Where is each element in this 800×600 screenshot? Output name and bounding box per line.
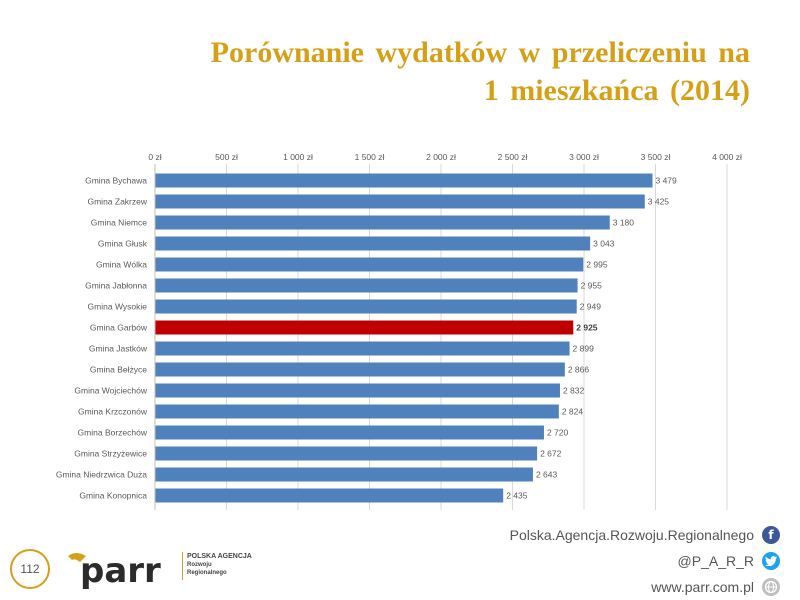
title-line-2: 1 mieszkańca (2014): [483, 74, 750, 107]
logo-divider: [182, 552, 183, 580]
y-category-label: Gmina Niedrzwica Duża: [56, 470, 147, 480]
x-tick-label: 1 500 zł: [355, 152, 385, 162]
bar: [155, 236, 591, 251]
bar: [155, 404, 559, 419]
logo-caption-line2: Rozwoju: [187, 562, 212, 568]
twitter-link[interactable]: @P_A_R_R: [678, 550, 780, 572]
x-tick-label: 3 500 zł: [641, 152, 671, 162]
y-category-label: Gmina Krzczonów: [78, 407, 148, 417]
y-category-label: Gmina Bychawa: [85, 176, 147, 186]
x-tick-label: 2 500 zł: [498, 152, 528, 162]
globe-icon[interactable]: [762, 578, 780, 596]
bar-value-label: 2 720: [547, 428, 569, 438]
parr-logo: parr: [68, 551, 161, 590]
bar: [155, 173, 653, 188]
bar-value-label: 3 180: [613, 218, 635, 228]
y-category-label: Gmina Konopnica: [79, 491, 147, 501]
twitter-handle: @P_A_R_R: [677, 553, 754, 569]
bar: [155, 488, 504, 503]
y-category-label: Gmina Bełżyce: [90, 365, 147, 375]
x-tick-label: 1 000 zł: [283, 152, 313, 162]
y-category-label: Gmina Niemce: [91, 218, 147, 228]
x-tick-label: 0 zł: [148, 152, 161, 162]
x-tick-label: 2 000 zł: [426, 152, 456, 162]
x-tick-label: 500 zł: [215, 152, 238, 162]
logo-wordmark: parr: [80, 551, 161, 590]
agency-link-label: Polska.Agencja.Rozwoju.Regionalnego: [509, 527, 754, 543]
bar: [155, 425, 544, 440]
slide-title: Porównanie wydatków w przeliczeniu na 1 …: [110, 34, 750, 110]
website-link[interactable]: www.parr.com.pl: [651, 576, 780, 598]
bar-value-label: 3 043: [593, 239, 615, 249]
bar-value-label: 2 955: [581, 281, 603, 291]
bar-value-label: 2 824: [562, 407, 584, 417]
website-label: www.parr.com.pl: [651, 579, 754, 595]
y-category-label: Gmina Głusk: [98, 239, 148, 249]
logo-caption: POLSKA AGENCJA Rozwoju Regionalnego: [187, 553, 252, 577]
y-category-label: Gmina Wysokie: [88, 302, 148, 312]
y-category-label: Gmina Jabłonna: [85, 281, 147, 291]
page-number: 112: [10, 549, 50, 589]
y-category-label: Gmina Jastków: [89, 344, 148, 354]
bar-value-label: 3 425: [648, 197, 670, 207]
bar: [155, 194, 645, 209]
bar-value-label: 3 479: [655, 176, 677, 186]
bar-value-label: 2 866: [568, 365, 590, 375]
y-category-label: Gmina Borzechów: [78, 428, 148, 438]
bar: [155, 278, 578, 293]
y-category-label: Gmina Strzyżewice: [74, 449, 147, 459]
x-tick-label: 3 000 zł: [569, 152, 599, 162]
bar-value-label: 2 643: [536, 470, 558, 480]
logo-caption-line3: Regionalnego: [187, 570, 227, 576]
bar-value-label: 2 435: [506, 491, 528, 501]
bar-chart: 0 zł 500 zł 1 000 zł 1 500 zł 2 000 zł 2 500 …: [56, 152, 742, 510]
bar: [155, 383, 560, 398]
bar-value-label: 2 672: [540, 449, 562, 459]
twitter-icon[interactable]: [762, 552, 780, 570]
bar: [155, 257, 584, 272]
bar: [155, 341, 570, 356]
bar: [155, 299, 577, 314]
logo-caption-line1: POLSKA AGENCJA: [187, 553, 252, 560]
bar-value-label: 2 925: [576, 323, 598, 333]
bar-value-label: 2 832: [563, 386, 585, 396]
bar-value-label: 2 995: [586, 260, 608, 270]
y-category-label: Gmina Wojciechów: [74, 386, 147, 396]
y-category-label: Gmina Garbów: [90, 323, 148, 333]
bar: [155, 446, 538, 461]
bar-value-label: 2 949: [580, 302, 602, 312]
title-line-1: Porównanie wydatków w przeliczeniu na: [210, 36, 750, 69]
bar-value-label: 2 899: [573, 344, 595, 354]
facebook-icon[interactable]: f: [762, 526, 780, 544]
bar: [155, 362, 565, 377]
y-category-label: Gmina Wólka: [96, 260, 147, 270]
bar: [155, 467, 533, 482]
bar: [155, 215, 610, 230]
agency-link[interactable]: Polska.Agencja.Rozwoju.Regionalnego f: [510, 524, 780, 546]
bar-highlighted: [155, 320, 574, 335]
x-tick-label: 4 000 zł: [712, 152, 742, 162]
y-category-label: Gmina Zakrzew: [87, 197, 147, 207]
